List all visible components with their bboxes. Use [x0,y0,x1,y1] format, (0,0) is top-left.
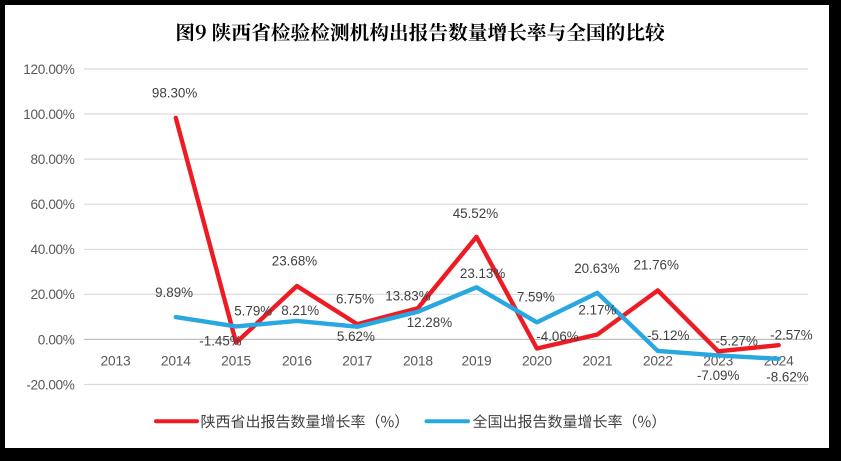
svg-text:2020: 2020 [522,354,552,369]
svg-text:2.17%: 2.17% [578,303,616,318]
svg-text:0.00%: 0.00% [38,332,75,347]
svg-text:-5.27%: -5.27% [715,333,758,348]
svg-text:2015: 2015 [221,354,251,369]
svg-text:120.00%: 120.00% [23,62,74,77]
svg-text:80.00%: 80.00% [30,152,74,167]
svg-text:2019: 2019 [462,354,492,369]
svg-text:13.83%: 13.83% [385,288,431,303]
svg-text:20.00%: 20.00% [30,287,74,302]
svg-text:2014: 2014 [161,354,191,369]
svg-text:-1.45%: -1.45% [199,333,242,348]
svg-text:23.68%: 23.68% [272,254,318,269]
svg-text:-5.12%: -5.12% [647,328,690,343]
svg-text:5.62%: 5.62% [337,329,375,344]
svg-text:21.76%: 21.76% [633,258,679,273]
svg-text:98.30%: 98.30% [152,86,198,101]
svg-text:7.59%: 7.59% [517,290,555,305]
svg-text:40.00%: 40.00% [30,242,74,257]
svg-text:8.21%: 8.21% [281,303,319,318]
svg-text:-20.00%: -20.00% [26,377,74,392]
svg-text:6.75%: 6.75% [336,291,374,306]
svg-text:2021: 2021 [582,354,612,369]
svg-text:2018: 2018 [403,354,433,369]
svg-text:12.28%: 12.28% [407,315,453,330]
svg-text:-4.06%: -4.06% [536,329,579,344]
svg-text:60.00%: 60.00% [30,197,74,212]
svg-text:2013: 2013 [101,354,131,369]
svg-text:5.79%: 5.79% [234,304,272,319]
svg-text:-2.57%: -2.57% [770,327,813,342]
svg-text:2024: 2024 [764,354,794,369]
svg-text:20.63%: 20.63% [574,261,620,276]
svg-text:-8.62%: -8.62% [766,369,809,384]
svg-text:2016: 2016 [282,354,312,369]
svg-text:9.89%: 9.89% [155,285,193,300]
svg-text:45.52%: 45.52% [453,206,499,221]
svg-text:2017: 2017 [342,354,372,369]
svg-text:2022: 2022 [643,354,673,369]
svg-text:-7.09%: -7.09% [697,368,740,383]
svg-text:23.13%: 23.13% [460,266,506,281]
svg-text:100.00%: 100.00% [23,107,74,122]
